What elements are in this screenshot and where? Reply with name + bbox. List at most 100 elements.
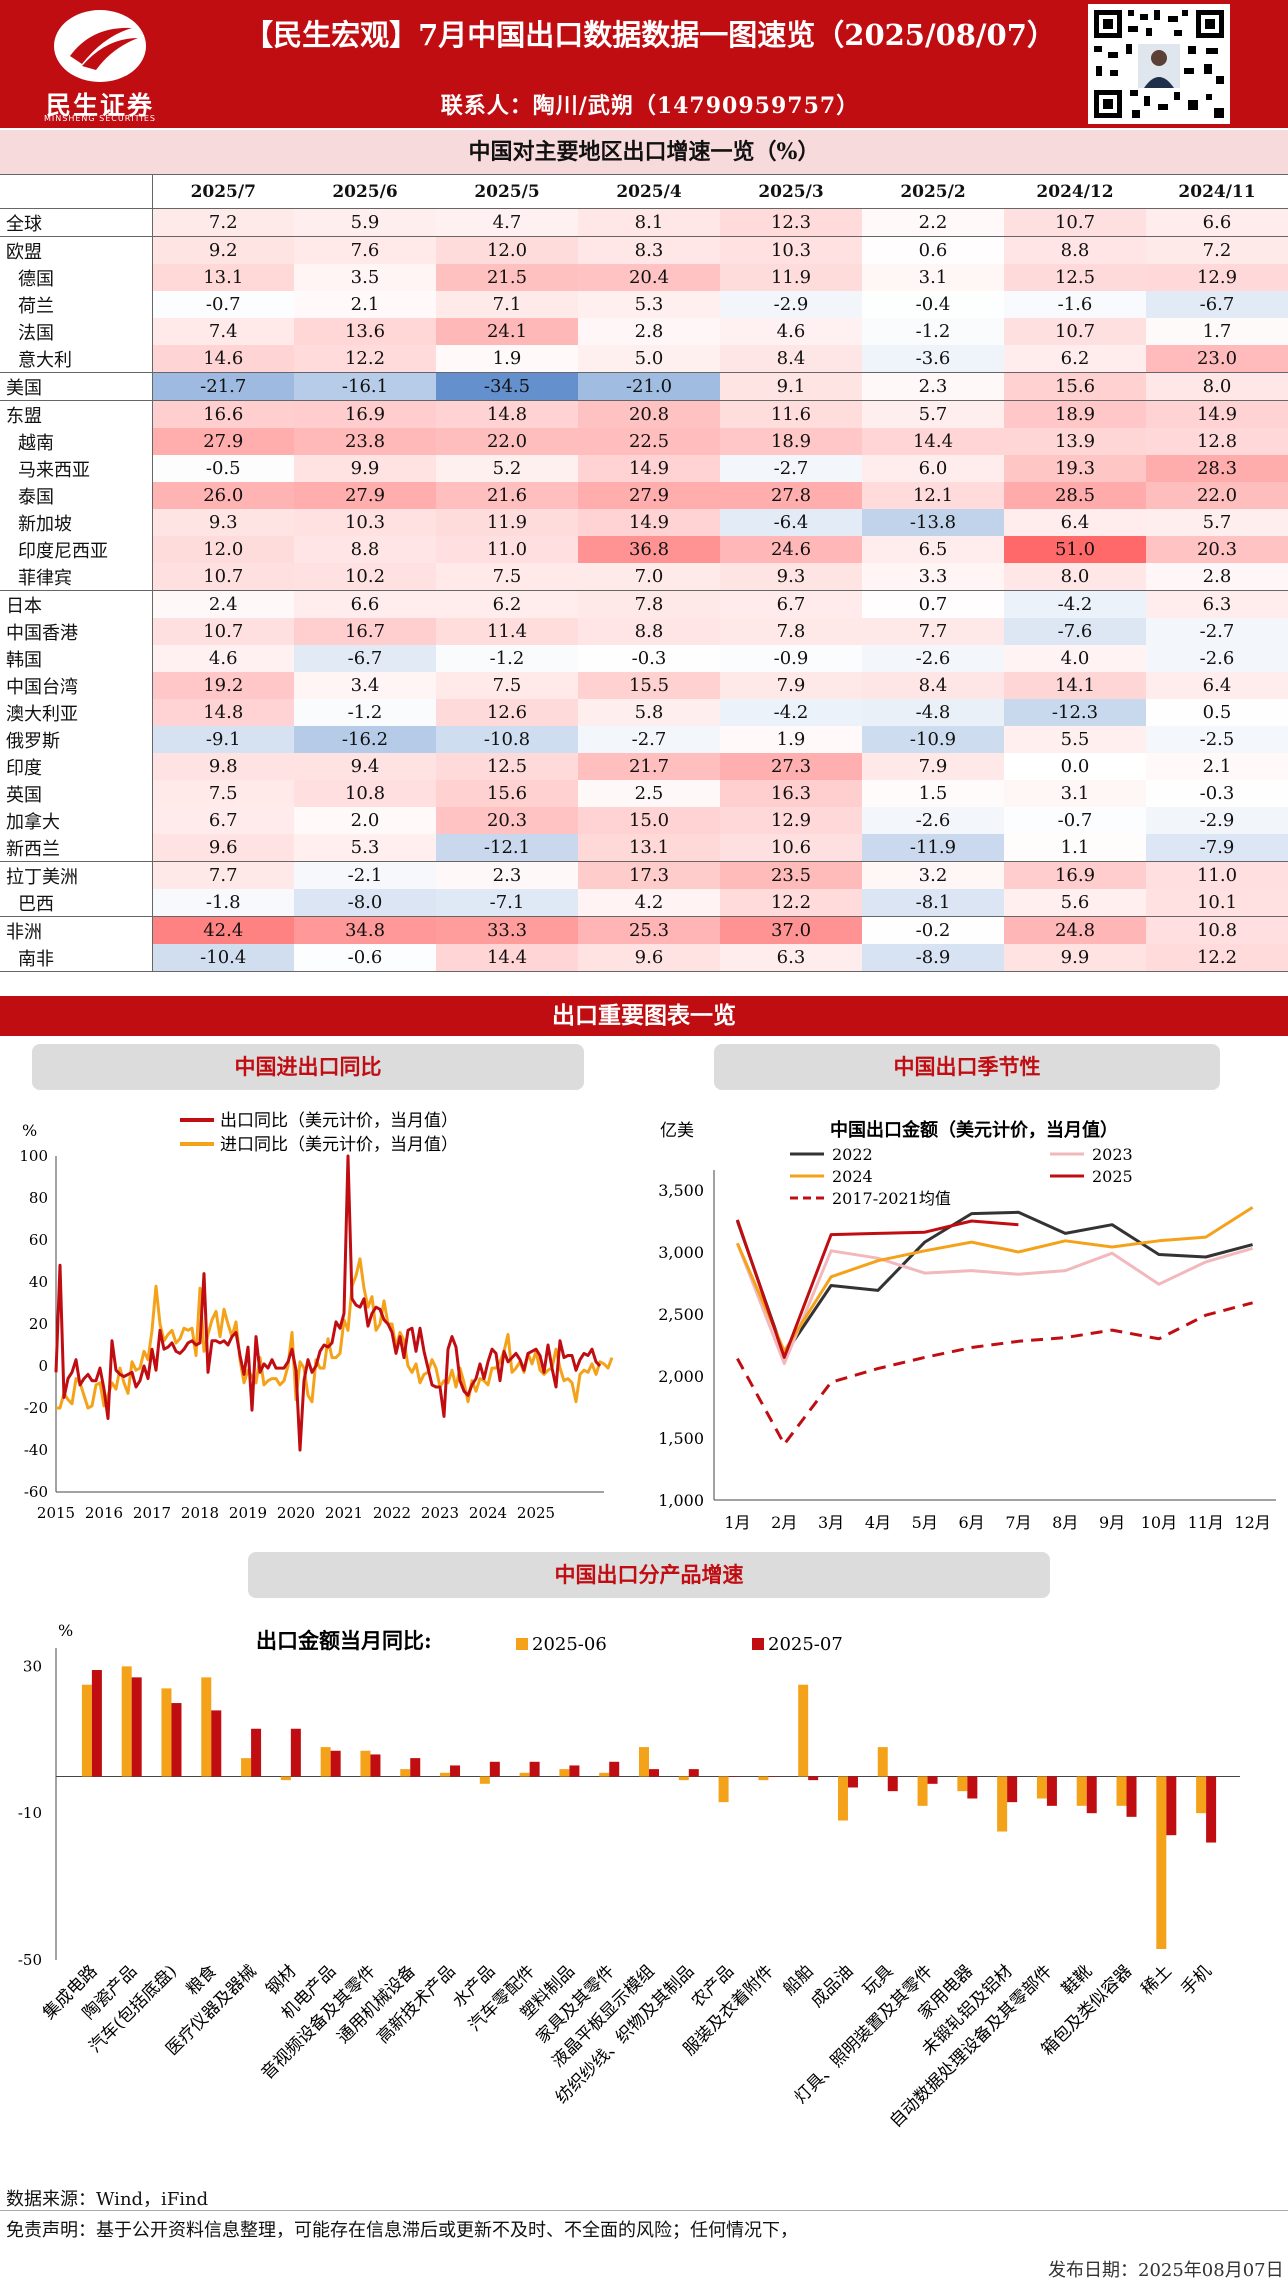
page-title: 【民生宏观】7月中国出口数据数据一图速览（2025/08/07） — [244, 18, 1056, 52]
growth-cell: 33.3 — [436, 916, 578, 944]
growth-cell: -2.7 — [720, 455, 862, 482]
footer-divider — [0, 2210, 1288, 2211]
growth-cell: 0.6 — [862, 236, 1004, 264]
growth-cell: 8.8 — [1004, 236, 1146, 264]
qr-code-icon — [1088, 4, 1230, 124]
growth-cell: 18.9 — [1004, 400, 1146, 428]
chart-title: 中国出口金额（美元计价，当月值） — [830, 1119, 1118, 1141]
growth-cell: 21.5 — [436, 264, 578, 291]
y-tick-label: 2,000 — [658, 1367, 704, 1386]
growth-cell: 7.7 — [862, 618, 1004, 645]
bar-2025-06 — [161, 1688, 172, 1777]
column-header: 2024/11 — [1146, 174, 1288, 209]
growth-cell: -8.1 — [862, 889, 1004, 917]
growth-cell: 12.2 — [720, 889, 862, 917]
growth-cell: 10.2 — [294, 563, 436, 591]
bar-2025-06 — [917, 1776, 928, 1806]
growth-cell: 9.8 — [152, 753, 294, 780]
growth-cell: -16.2 — [294, 726, 436, 753]
table-row: 新加坡 9.3 10.3 11.9 14.9 -6.4 -13.8 6.4 5.7 — [0, 509, 1288, 536]
y-unit-label: % — [58, 1621, 73, 1640]
table-row: 荷兰 -0.7 2.1 7.1 5.3 -2.9 -0.4 -1.6 -6.7 — [0, 291, 1288, 318]
growth-cell: 2.2 — [862, 208, 1004, 237]
growth-cell: -7.9 — [1146, 834, 1288, 862]
bar-2025-06 — [440, 1772, 451, 1777]
growth-cell: 2.1 — [1146, 753, 1288, 780]
region-name: 南非 — [0, 944, 153, 972]
region-name: 泰国 — [0, 482, 153, 509]
growth-cell: 22.0 — [1146, 482, 1288, 509]
growth-cell: 13.1 — [578, 834, 720, 862]
table-row: 欧盟 9.2 7.6 12.0 8.3 10.3 0.6 8.8 7.2 — [0, 236, 1288, 264]
column-header: 2025/4 — [578, 174, 720, 209]
growth-cell: 10.7 — [152, 618, 294, 645]
y-tick-label: 0 — [38, 1357, 48, 1375]
region-name: 中国台湾 — [0, 672, 153, 699]
growth-cell: 9.9 — [1004, 944, 1146, 972]
column-header: 2025/5 — [436, 174, 578, 209]
category-label: 成品油 — [807, 1961, 857, 2011]
growth-cell: -3.6 — [862, 345, 1004, 373]
region-name: 美国 — [0, 372, 153, 401]
growth-cell: -0.3 — [578, 645, 720, 672]
growth-cell: 23.5 — [720, 861, 862, 889]
bar-2025-07 — [649, 1769, 659, 1777]
growth-cell: 20.3 — [436, 807, 578, 834]
x-tick-label: 2025 — [517, 1504, 555, 1522]
growth-cell: -2.9 — [1146, 807, 1288, 834]
growth-cell: 9.4 — [294, 753, 436, 780]
growth-cell: 27.9 — [294, 482, 436, 509]
growth-cell: 1.9 — [720, 726, 862, 753]
y-tick-label: -60 — [24, 1483, 48, 1501]
bar-2025-06 — [201, 1677, 212, 1777]
legend-label: 2023 — [1092, 1145, 1133, 1164]
x-tick-label: 1月 — [724, 1513, 750, 1532]
brand-name: 民生证券 — [45, 91, 154, 120]
legend-label: 2025-07 — [768, 1634, 843, 1655]
growth-cell: 42.4 — [152, 916, 294, 944]
growth-cell: -0.4 — [862, 291, 1004, 318]
series-line-2022 — [735, 1210, 1253, 1357]
growth-cell: 7.4 — [152, 318, 294, 345]
data-source: 数据来源：Wind，iFind — [6, 2189, 209, 2210]
table-header-corner — [0, 174, 153, 209]
growth-cell: 14.1 — [1004, 672, 1146, 699]
table-row: 拉丁美洲 7.7 -2.1 2.3 17.3 23.5 3.2 16.9 11.0 — [0, 861, 1288, 889]
legend-label: 2017-2021均值 — [832, 1189, 951, 1208]
growth-cell: 11.9 — [436, 509, 578, 536]
growth-cell: 0.7 — [862, 590, 1004, 618]
growth-cell: 7.8 — [720, 618, 862, 645]
bar-2025-06 — [599, 1772, 610, 1777]
legend-label: 2025-06 — [532, 1634, 607, 1655]
growth-cell: 9.3 — [152, 509, 294, 536]
growth-cell: 4.2 — [578, 889, 720, 917]
publish-date: 发布日期：2025年08月07日 — [1048, 2260, 1284, 2281]
growth-cell: 13.1 — [152, 264, 294, 291]
growth-cell: 5.2 — [436, 455, 578, 482]
growth-cell: 25.3 — [578, 916, 720, 944]
bar-2025-06 — [1076, 1776, 1087, 1806]
growth-cell: -0.5 — [152, 455, 294, 482]
region-name: 韩国 — [0, 645, 153, 672]
growth-cell: -21.7 — [152, 372, 294, 401]
growth-cell: 12.0 — [152, 536, 294, 563]
growth-cell: 14.9 — [578, 455, 720, 482]
bar-2025-06 — [837, 1776, 848, 1821]
growth-cell: -10.8 — [436, 726, 578, 753]
x-tick-label: 3月 — [818, 1513, 844, 1532]
growth-cell: 7.5 — [436, 672, 578, 699]
region-name: 拉丁美洲 — [0, 861, 153, 889]
growth-cell: 5.0 — [578, 345, 720, 373]
export-yoy-line — [54, 1154, 602, 1452]
y-tick-label: 2,500 — [658, 1305, 704, 1324]
x-tick-label: 2022 — [373, 1504, 411, 1522]
growth-cell: 1.7 — [1146, 318, 1288, 345]
table-row: 全球 7.2 5.9 4.7 8.1 12.3 2.2 10.7 6.6 — [0, 208, 1288, 237]
growth-cell: -1.2 — [862, 318, 1004, 345]
growth-cell: 13.9 — [1004, 428, 1146, 455]
growth-cell: 14.9 — [578, 509, 720, 536]
growth-cell: 26.0 — [152, 482, 294, 509]
brand-name-en: MINSHENG SECURITIES — [44, 114, 156, 123]
x-tick-label: 2017 — [133, 1504, 171, 1522]
table-row: 俄罗斯 -9.1 -16.2 -10.8 -2.7 1.9 -10.9 5.5 -2.5 — [0, 726, 1288, 753]
